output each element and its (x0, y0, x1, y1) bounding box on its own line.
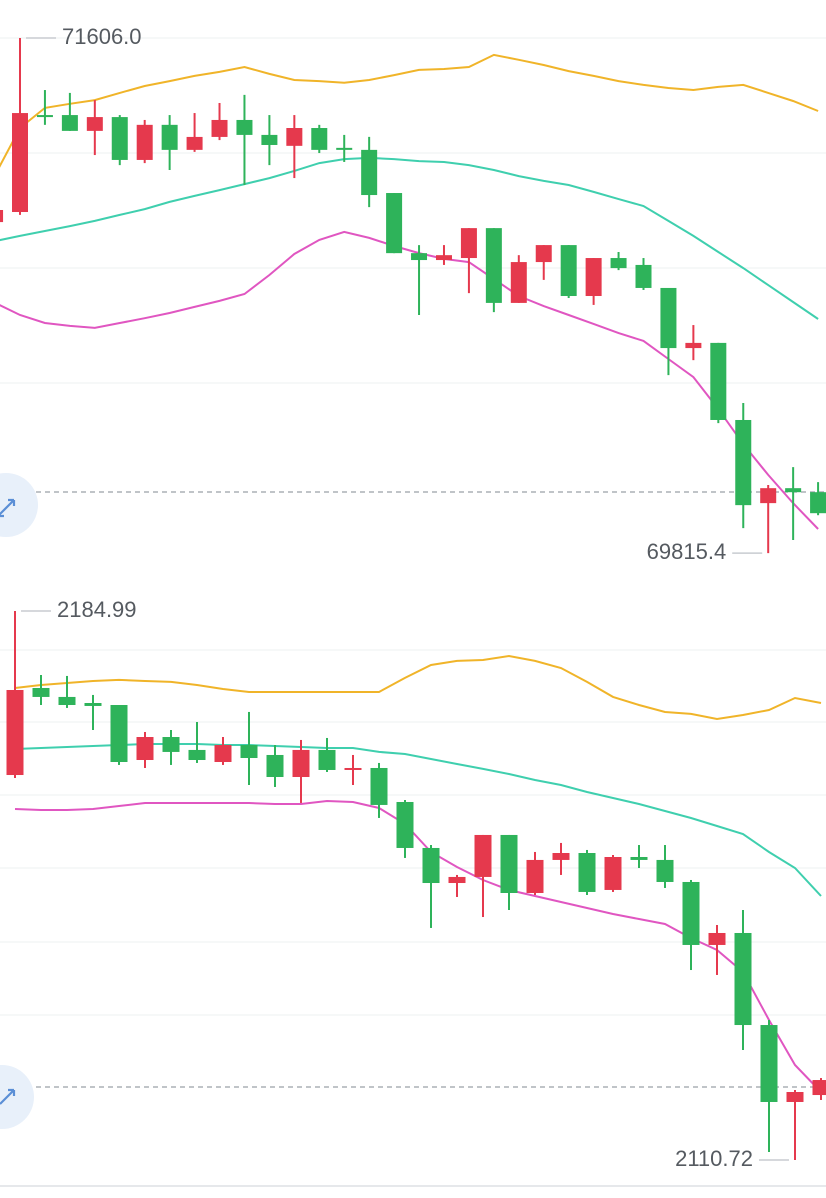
candle-body (236, 119, 253, 135)
candle-body (136, 124, 153, 160)
candle-body (510, 262, 527, 303)
candle-body (685, 342, 702, 349)
candle-body (560, 245, 577, 297)
candle-body (448, 876, 466, 884)
band-line (0, 230, 819, 530)
candle-body (578, 853, 596, 892)
candle-body (136, 737, 154, 761)
candle-body (32, 687, 50, 697)
candle-body (214, 744, 232, 762)
candle-body (86, 117, 103, 131)
candle-body (635, 264, 652, 288)
candle-body (370, 767, 388, 805)
candle-body (58, 696, 76, 706)
candle-body (735, 419, 752, 506)
candle-body (460, 228, 477, 259)
candle-body (682, 881, 700, 945)
candle-body (344, 767, 362, 770)
candle-body (161, 124, 178, 150)
candle-body (552, 853, 570, 860)
candle-body (710, 342, 727, 420)
candle-body (188, 749, 206, 761)
band-line (0, 53, 819, 168)
candle-body (411, 253, 428, 261)
zoom-icon (0, 1088, 16, 1105)
candle-body (786, 1092, 804, 1102)
candle-body (318, 749, 336, 770)
candle-body (396, 801, 414, 848)
candle-body (810, 492, 826, 514)
candle-body (660, 287, 677, 349)
candle-body (0, 209, 4, 223)
candle-body (760, 1025, 778, 1102)
plots: 71606.0 69815.4 2184.99 2110.72 (0, 24, 826, 1171)
candle-body (630, 856, 648, 860)
candle-body (474, 834, 492, 877)
candle-body (36, 115, 53, 118)
zoom-button-bg[interactable] (0, 1065, 34, 1129)
candle-body (286, 128, 303, 146)
candle-body (785, 488, 802, 493)
candle-body (435, 255, 452, 261)
candle-body (240, 744, 258, 759)
candle-body (266, 754, 284, 778)
candle-body (84, 703, 102, 706)
plot-area (6, 610, 826, 1161)
zoom-button-bg[interactable] (0, 473, 38, 537)
annotation-label: 2184.99 (57, 597, 137, 622)
annotation-label: 71606.0 (62, 24, 142, 49)
candle-body (261, 134, 278, 145)
candle-body (110, 705, 128, 762)
candle-body (734, 932, 752, 1026)
candle-body (6, 689, 24, 776)
candle-body (526, 859, 544, 893)
candle-body (336, 147, 353, 150)
candle-body (535, 245, 552, 263)
candlestick-chart: 2184.99 2110.72 (6, 597, 826, 1171)
candle-body (162, 737, 180, 752)
candle-body (111, 117, 128, 160)
annotation-label: 69815.4 (647, 539, 727, 564)
annotation-label: 2110.72 (675, 1146, 753, 1171)
candle-body (500, 834, 518, 893)
candlestick-chart: 71606.0 69815.4 (0, 24, 826, 564)
zoom-button[interactable] (0, 1065, 34, 1129)
candle-body (311, 128, 328, 150)
candle-body (610, 258, 627, 269)
candle-body (361, 149, 378, 196)
band-line (14, 654, 822, 721)
candle-body (604, 856, 622, 890)
candle-body (812, 1080, 826, 1096)
candle-body (656, 859, 674, 882)
candle-body (585, 258, 602, 297)
candle-body (485, 228, 502, 303)
candle-body (186, 136, 203, 150)
zoom-button[interactable] (0, 473, 38, 537)
candle-body (211, 119, 228, 137)
band-line (0, 156, 819, 320)
candle-body (61, 115, 78, 131)
candle-body (12, 113, 28, 213)
candle-body (760, 488, 777, 504)
candle-body (422, 847, 440, 884)
zoom-icon (0, 498, 16, 518)
candle-body (386, 193, 403, 254)
candle-body (708, 932, 726, 945)
plot-area (0, 37, 826, 554)
candle-body (292, 749, 310, 778)
